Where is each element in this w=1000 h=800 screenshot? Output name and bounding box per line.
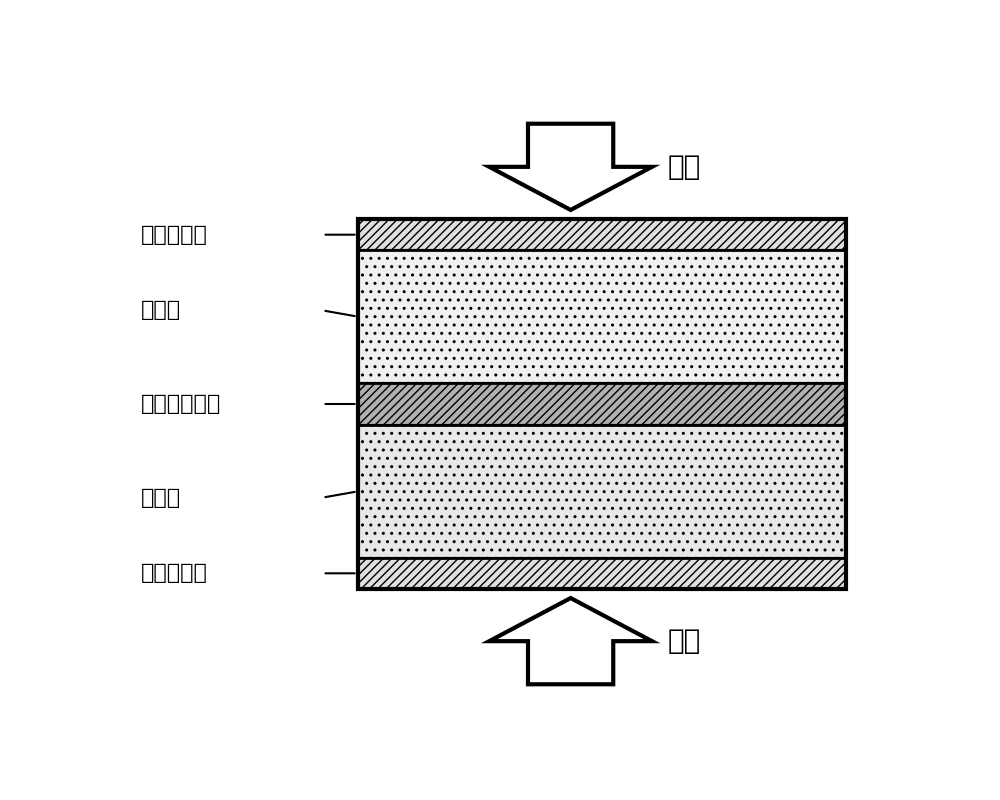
Bar [358,425,846,558]
Polygon shape [489,124,652,210]
Text: 正极集电体: 正极集电体 [140,225,207,245]
Text: 负极层: 负极层 [140,487,181,507]
Text: 正极层: 正极层 [140,301,181,321]
Bar [358,383,846,425]
Text: 压制: 压制 [668,627,701,655]
Bar [358,558,846,589]
Bar [358,250,846,383]
Text: 固体电解质层: 固体电解质层 [140,394,221,414]
Text: 负极集电体: 负极集电体 [140,563,207,583]
Bar [358,219,846,250]
Text: 压制: 压制 [668,153,701,181]
Bar [358,219,846,589]
Polygon shape [489,598,652,684]
